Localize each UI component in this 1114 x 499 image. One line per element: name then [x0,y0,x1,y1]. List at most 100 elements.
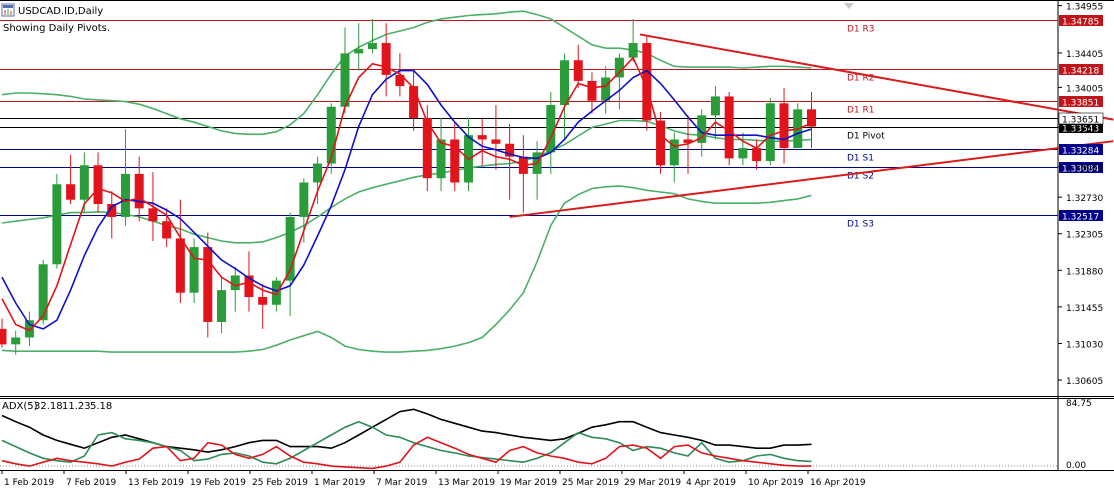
indicator-label: Showing Daily Pivots. [3,23,110,34]
trendlines[interactable] [509,33,1114,218]
candle-body [656,120,666,166]
candle-body [491,139,501,144]
candle-55[interactable] [752,139,762,170]
candle-10[interactable] [134,156,144,222]
candle-49[interactable] [669,132,679,183]
candle-body [189,247,199,293]
candle-2[interactable] [24,311,34,347]
adx-value-main: 32.18 [34,401,63,412]
candle-21[interactable] [285,212,295,316]
candle-40[interactable] [546,92,556,174]
candle-5[interactable] [66,154,76,205]
pivot-label-0: D1 R3 [847,25,875,35]
candle-15[interactable] [203,232,213,338]
candle-1[interactable] [11,330,21,355]
candle-56[interactable] [765,98,775,166]
candle-body [258,297,268,305]
candle-18[interactable] [244,251,254,312]
candle-41[interactable] [560,53,570,140]
candle-57[interactable] [779,87,789,164]
candle-9[interactable] [120,129,130,226]
candle-0[interactable] [0,318,7,348]
y-tick-label-7: 1.31880 [1066,267,1103,277]
pivot-price-tag-text-3: 1.33543 [1062,125,1099,135]
trendline-1[interactable] [509,140,1114,218]
candle-6[interactable] [79,152,89,213]
candle-body [299,182,309,217]
candle-37[interactable] [505,123,515,200]
candle-body [148,208,158,222]
pivot-price-tag-text-4: 1.33284 [1062,147,1099,157]
candle-54[interactable] [738,132,748,166]
candle-50[interactable] [683,115,693,174]
candle-35[interactable] [477,117,487,166]
candle-body [422,117,432,179]
candle-16[interactable] [217,277,227,334]
adx-subwindow: 84.75 0.00 [1,399,1092,471]
candle-body [642,43,652,121]
candle-32[interactable] [436,117,446,192]
candle-body [436,139,446,179]
pivot-label-6: D1 S3 [847,220,874,230]
symbol-icon [1,3,15,17]
candle-52[interactable] [710,86,720,140]
candle-body [710,96,720,116]
candle-3[interactable] [38,259,48,325]
adx-y-tick-1: 0.00 [1066,461,1086,471]
candle-23[interactable] [313,156,323,205]
candle-28[interactable] [381,23,391,97]
adx-value-minus: 5.18 [90,401,112,412]
candle-13[interactable] [175,199,185,304]
bollinger-middle [1,119,812,244]
candle-17[interactable] [230,266,240,312]
pivot-price-tag-1 [1059,64,1103,75]
x-tick-label-2: 13 Feb 2019 [128,478,184,488]
candle-31[interactable] [422,105,432,192]
candle-26[interactable] [354,23,364,71]
trendline-0[interactable] [639,33,1114,121]
candle-53[interactable] [724,92,734,166]
candle-4[interactable] [52,173,62,269]
candle-14[interactable] [189,238,199,304]
candle-8[interactable] [107,191,117,239]
candle-body [697,115,707,143]
moving-averages [1,56,812,332]
candle-body [230,275,240,291]
y-tick-label-8: 1.31455 [1066,304,1103,314]
candle-30[interactable] [409,70,419,131]
candle-33[interactable] [450,122,460,192]
candle-45[interactable] [614,53,624,110]
candle-48[interactable] [656,111,666,174]
candle-27[interactable] [367,18,377,54]
candle-59[interactable] [806,92,816,149]
candle-body [573,60,583,81]
candle-42[interactable] [573,44,583,88]
pivot-price-tag-4 [1059,144,1103,155]
candle-36[interactable] [491,105,501,170]
price-axis: 1.34785 1.34218 1.33851 1.33543 1.33284 1.330… [1058,3,1103,387]
candle-46[interactable] [628,18,638,62]
candle-43[interactable] [587,72,597,114]
candle-25[interactable] [340,27,350,114]
candle-19[interactable] [258,284,268,329]
candle-47[interactable] [642,36,652,131]
pivot-price-tag-text-6: 1.32517 [1062,213,1099,223]
candle-44[interactable] [601,66,611,114]
scroll-marker-icon[interactable] [844,3,854,9]
candle-body [52,184,62,265]
candle-58[interactable] [793,103,803,149]
adx-minus-di-line [1,436,812,470]
y-tick-label-2: 1.34005 [1066,84,1103,94]
candle-7[interactable] [93,152,103,213]
x-tick-label-9: 25 Mar 2019 [562,478,619,488]
x-tick-label-13: 16 Apr 2019 [810,478,866,488]
pivot-price-tag-5 [1059,162,1103,173]
candlesticks[interactable] [0,18,816,355]
y-tick-label-0: 1.34955 [1066,3,1103,13]
pivot-label-2: D1 R1 [847,106,875,116]
candle-24[interactable] [326,103,336,174]
candle-body [354,49,364,54]
candle-body [162,221,172,239]
